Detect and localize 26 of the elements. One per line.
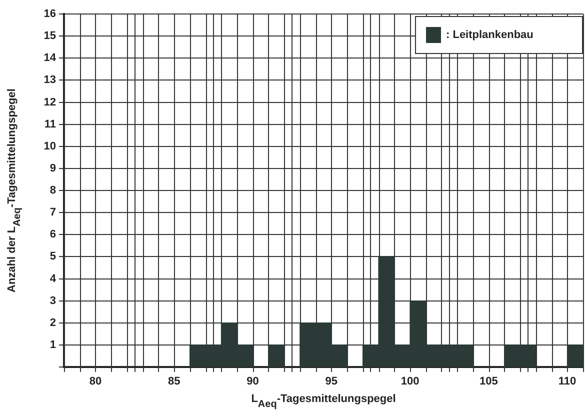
y-tick-label: 14 — [44, 52, 57, 64]
y-tick-label: 9 — [50, 162, 56, 174]
x-tick-label: 80 — [89, 376, 102, 388]
y-tick-label: 4 — [50, 272, 57, 285]
y-tick-label: 10 — [44, 140, 56, 152]
y-tick-label: 12 — [44, 96, 56, 108]
y-tick-label: 3 — [50, 294, 56, 307]
y-tick-label: 7 — [50, 206, 56, 219]
y-tick-label: 8 — [50, 184, 56, 197]
y-tick-label: 2 — [50, 316, 56, 329]
y-tick-label: 15 — [44, 30, 56, 42]
y-tick-label: 5 — [50, 250, 56, 263]
y-tick-label: 13 — [44, 74, 56, 86]
y-tick-label: 6 — [50, 228, 56, 241]
x-tick-label: 110 — [558, 376, 576, 388]
x-tick-label: 95 — [325, 376, 338, 388]
legend-label: : Leitplankenbau — [446, 29, 534, 41]
y-axis-title: Anzahl der LAeq-Tagesmittelungspegel — [6, 88, 23, 292]
x-tick-label: 90 — [246, 376, 259, 388]
y-tick-label: 16 — [44, 8, 56, 20]
x-tick-label: 100 — [400, 376, 420, 388]
y-tick-label: 1 — [50, 338, 56, 351]
x-tick-label: 85 — [168, 376, 180, 388]
y-tick-label: 11 — [44, 118, 56, 130]
x-axis-title: LAeq-Tagesmittelungspegel — [251, 393, 396, 410]
x-tick-label: 105 — [479, 376, 498, 388]
